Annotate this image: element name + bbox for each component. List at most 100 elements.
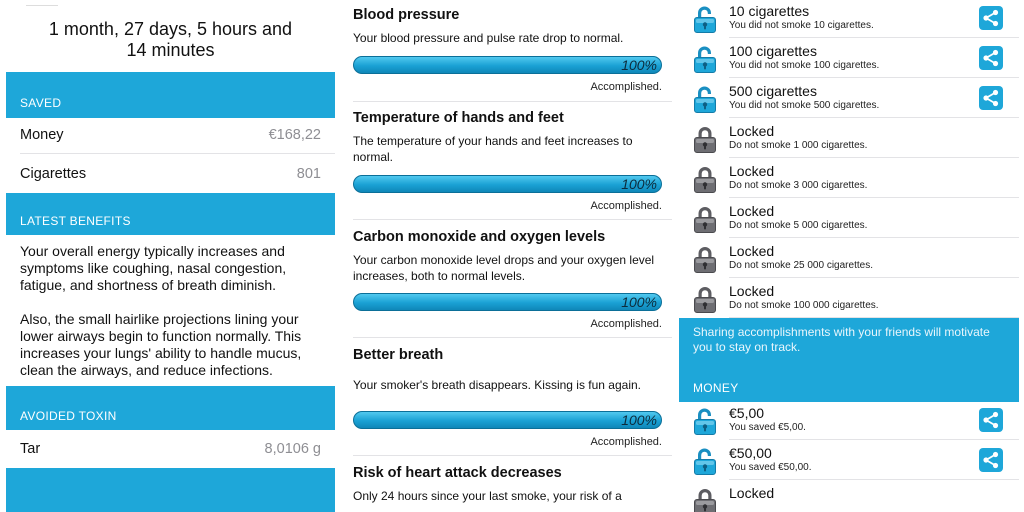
achievement-subtitle: You did not smoke 100 cigarettes. bbox=[729, 60, 880, 71]
toxin-header-label: AVOIDED TOXIN bbox=[20, 409, 117, 423]
share-icon bbox=[979, 448, 1003, 472]
achievement-title: Locked bbox=[729, 203, 775, 219]
achievement-row[interactable]: Locked Do not smoke 25 000 cigarettes. bbox=[679, 238, 1019, 278]
tar-value: 8,0106 g bbox=[264, 440, 321, 457]
health-item-better-breath[interactable]: Better breath Your smoker's breath disap… bbox=[353, 346, 662, 394]
share-icon bbox=[979, 6, 1003, 30]
health-progress-block: 100% Accomplished. bbox=[353, 175, 662, 215]
share-button[interactable] bbox=[979, 46, 1003, 70]
health-item-carbon-monoxide[interactable]: Carbon monoxide and oxygen levels Your c… bbox=[353, 228, 662, 284]
share-button[interactable] bbox=[979, 448, 1003, 472]
achievement-subtitle: Do not smoke 25 000 cigarettes. bbox=[729, 260, 873, 271]
achievements-panel: 10 cigarettes You did not smoke 10 cigare… bbox=[679, 0, 1019, 512]
locked-padlock-icon bbox=[693, 205, 717, 233]
money-value: €168,22 bbox=[268, 126, 321, 143]
tar-row: Tar 8,0106 g bbox=[6, 429, 335, 468]
achievement-subtitle: Do not smoke 100 000 cigarettes. bbox=[729, 300, 879, 311]
unlocked-padlock-icon bbox=[693, 407, 717, 435]
achievement-row[interactable]: 500 cigarettes You did not smoke 500 ciga… bbox=[679, 78, 1019, 118]
health-item-desc: Only 24 hours since your last smoke, you… bbox=[353, 489, 622, 503]
saved-header-label: SAVED bbox=[20, 96, 62, 110]
unlocked-padlock-icon bbox=[693, 447, 717, 475]
money-label: Money bbox=[20, 126, 64, 143]
item-divider bbox=[353, 455, 672, 456]
cigarettes-value: 801 bbox=[296, 165, 321, 182]
row-divider bbox=[729, 37, 1019, 38]
achievement-subtitle: You did not smoke 10 cigarettes. bbox=[729, 20, 874, 31]
health-item-title: Carbon monoxide and oxygen levels bbox=[353, 229, 606, 245]
achievement-row[interactable]: Locked Do not smoke 5 000 cigarettes. bbox=[679, 198, 1019, 238]
locked-padlock-icon bbox=[693, 285, 717, 313]
achievement-title: €5,00 bbox=[729, 405, 765, 421]
share-button[interactable] bbox=[979, 6, 1003, 30]
unlocked-padlock-icon bbox=[693, 5, 717, 33]
health-progress-panel: Blood pressure Your blood pressure and p… bbox=[342, 0, 672, 512]
achievement-row[interactable]: Locked bbox=[679, 480, 1019, 512]
locked-padlock-icon bbox=[693, 125, 717, 153]
toxin-section-header: AVOIDED TOXIN bbox=[6, 386, 335, 430]
row-divider bbox=[729, 117, 1019, 118]
progress-status: Accomplished. bbox=[590, 318, 662, 330]
summary-panel: 1 month, 27 days, 5 hours and 14 minutes… bbox=[6, 0, 335, 512]
row-divider bbox=[729, 479, 1019, 480]
share-button[interactable] bbox=[979, 408, 1003, 432]
achievement-title: Locked bbox=[729, 243, 775, 259]
progress-bar: 100% bbox=[353, 411, 662, 429]
tar-label: Tar bbox=[20, 440, 41, 457]
achievement-title: €50,00 bbox=[729, 445, 772, 461]
achievement-row[interactable]: Locked Do not smoke 3 000 cigarettes. bbox=[679, 158, 1019, 198]
row-divider bbox=[729, 317, 1019, 318]
benefit-paragraph-2: Also, the small hairlike projections lin… bbox=[20, 311, 302, 378]
progress-percent: 100% bbox=[621, 294, 657, 310]
health-progress-block: 100% Accomplished. bbox=[353, 411, 662, 451]
achievement-subtitle: Do not smoke 3 000 cigarettes. bbox=[729, 180, 868, 191]
item-divider bbox=[353, 219, 672, 220]
row-divider bbox=[20, 153, 335, 154]
achievement-row[interactable]: 10 cigarettes You did not smoke 10 cigare… bbox=[679, 0, 1019, 38]
bottom-section-bar bbox=[6, 468, 335, 512]
progress-bar: 100% bbox=[353, 175, 662, 193]
achievement-title: Locked bbox=[729, 123, 775, 139]
item-divider bbox=[353, 337, 672, 338]
progress-percent: 100% bbox=[621, 176, 657, 192]
achievement-row[interactable]: €5,00 You saved €5,00. bbox=[679, 400, 1019, 440]
achievement-subtitle: You saved €5,00. bbox=[729, 422, 806, 433]
quit-timer: 1 month, 27 days, 5 hours and 14 minutes bbox=[6, 0, 335, 72]
achievement-row[interactable]: €50,00 You saved €50,00. bbox=[679, 440, 1019, 480]
share-icon bbox=[979, 46, 1003, 70]
progress-status: Accomplished. bbox=[590, 200, 662, 212]
achievement-title: 10 cigarettes bbox=[729, 3, 810, 19]
health-item-title: Risk of heart attack decreases bbox=[353, 465, 562, 481]
health-item-desc: Your blood pressure and pulse rate drop … bbox=[353, 31, 624, 45]
row-divider bbox=[729, 237, 1019, 238]
health-item-temperature[interactable]: Temperature of hands and feet The temper… bbox=[353, 109, 662, 165]
achievement-title: 100 cigarettes bbox=[729, 43, 817, 59]
share-icon bbox=[979, 408, 1003, 432]
achievement-row[interactable]: Locked Do not smoke 100 000 cigarettes. bbox=[679, 278, 1019, 318]
achievement-row[interactable]: Locked Do not smoke 1 000 cigarettes. bbox=[679, 118, 1019, 158]
progress-percent: 100% bbox=[621, 57, 657, 73]
progress-percent: 100% bbox=[621, 412, 657, 428]
row-divider bbox=[729, 77, 1019, 78]
share-button[interactable] bbox=[979, 86, 1003, 110]
progress-bar: 100% bbox=[353, 56, 662, 74]
achievement-row[interactable]: 100 cigarettes You did not smoke 100 ciga… bbox=[679, 38, 1019, 78]
row-divider bbox=[729, 439, 1019, 440]
health-item-title: Better breath bbox=[353, 347, 444, 363]
achievement-title: Locked bbox=[729, 283, 775, 299]
health-progress-block: 100% Accomplished. bbox=[353, 293, 662, 333]
health-item-desc: Your smoker's breath disappears. Kissing… bbox=[353, 378, 642, 392]
money-section-header: MONEY bbox=[693, 381, 739, 395]
share-note-bar: Sharing accomplishments with your friend… bbox=[679, 318, 1019, 402]
health-item-blood-pressure[interactable]: Blood pressure Your blood pressure and p… bbox=[353, 6, 662, 47]
health-progress-block: 100% Accomplished. bbox=[353, 56, 662, 96]
health-item-heart-attack[interactable]: Risk of heart attack decreases Only 24 h… bbox=[353, 464, 662, 505]
locked-padlock-icon bbox=[693, 245, 717, 273]
progress-bar: 100% bbox=[353, 293, 662, 311]
row-divider bbox=[729, 277, 1019, 278]
benefit-paragraph-1: Your overall energy typically increases … bbox=[20, 243, 287, 293]
share-icon bbox=[979, 86, 1003, 110]
health-item-desc: The temperature of your hands and feet i… bbox=[353, 134, 633, 164]
locked-padlock-icon bbox=[693, 165, 717, 193]
benefits-header-label: LATEST BENEFITS bbox=[20, 214, 131, 228]
